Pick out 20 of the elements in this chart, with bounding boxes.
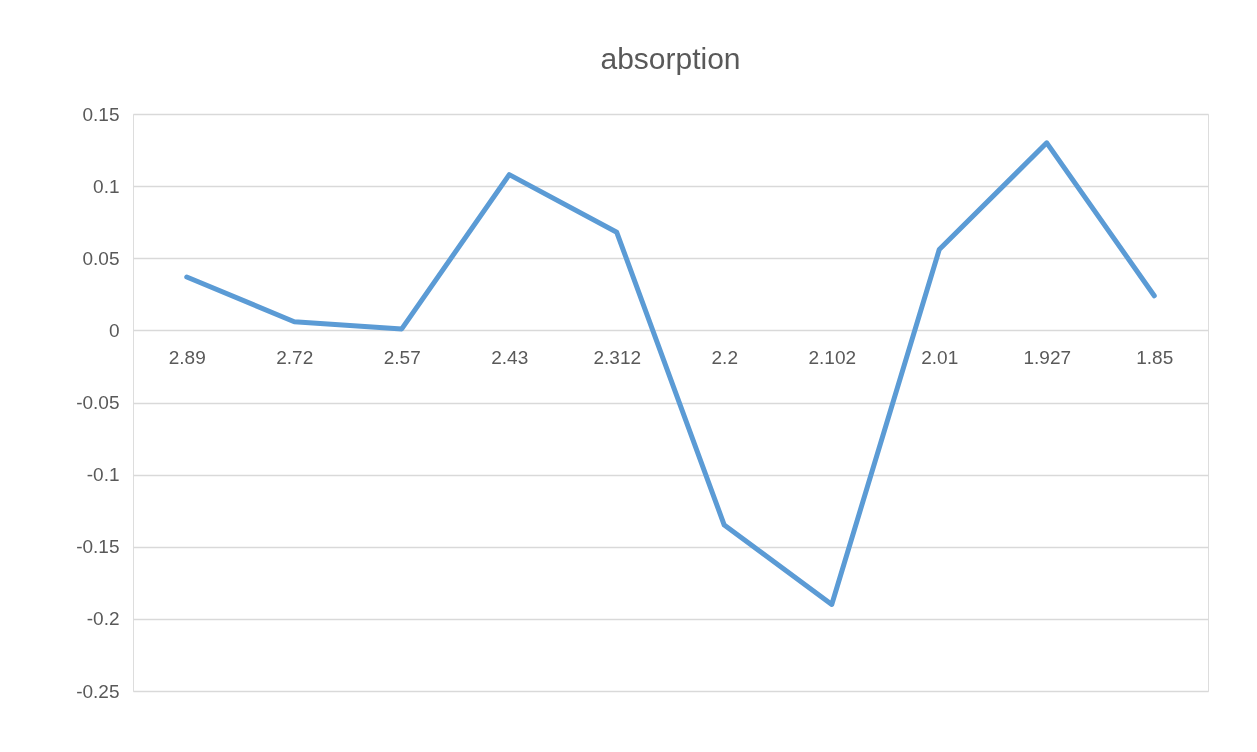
y-tick-label: 0.05: [82, 247, 120, 269]
y-tick-label: -0.25: [76, 680, 120, 702]
x-tick-label: 2.2: [711, 346, 738, 368]
y-tick-label: -0.1: [86, 464, 120, 486]
chart-title: absorption: [600, 42, 741, 75]
y-tick-label: 0.1: [93, 175, 120, 197]
x-tick-label: 1.927: [1023, 346, 1072, 368]
y-tick-label: -0.15: [76, 536, 120, 558]
x-tick-label: 2.57: [383, 346, 421, 368]
x-tick-label: 2.102: [808, 346, 857, 368]
x-tick-label: 2.89: [168, 346, 206, 368]
x-tick-label: 2.01: [921, 346, 959, 368]
x-tick-label: 2.72: [276, 346, 314, 368]
x-tick-label: 1.85: [1136, 346, 1174, 368]
x-tick-label: 2.312: [593, 346, 642, 368]
y-tick-label: -0.2: [86, 608, 120, 630]
y-tick-label: 0: [108, 319, 120, 341]
y-tick-label: -0.05: [76, 392, 120, 413]
x-tick-label: 2.43: [491, 346, 529, 368]
y-tick-label: 0.15: [82, 103, 120, 125]
